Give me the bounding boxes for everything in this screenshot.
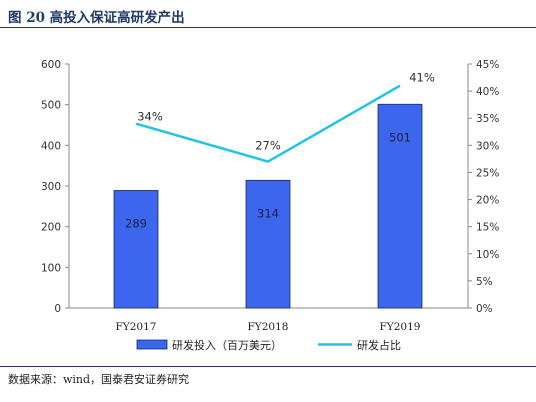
- y-right-tick-label: 45%: [476, 59, 499, 71]
- y-left-tick-label: 0: [54, 303, 61, 315]
- legend-label-line: 研发占比: [357, 338, 401, 352]
- source-note: 数据来源：wind，国泰君安证券研究: [8, 373, 190, 386]
- x-category-label: FY2017: [116, 321, 157, 333]
- axes-group: 0 100 200 300 400 500 600 0% 5% 10% 15% 20% 25% 30% 35…: [41, 59, 499, 333]
- source-rule: [0, 366, 536, 367]
- line-value-label: 41%: [409, 71, 435, 85]
- legend-swatch-bar: [136, 339, 168, 350]
- ratio-line: [135, 84, 401, 163]
- legend-label-bar: 研发投入（百万美元）: [172, 338, 282, 352]
- y-right-tick-label: 10%: [476, 249, 499, 261]
- y-right-tick-label: 35%: [476, 113, 499, 125]
- y-right-tick-label: 40%: [476, 86, 499, 98]
- bar-value-label: 501: [389, 130, 411, 144]
- bar-value-label: 314: [257, 206, 279, 220]
- y-right-tick-label: 20%: [476, 195, 499, 207]
- bar: [377, 103, 423, 309]
- bars-group: 289 314 501: [113, 103, 423, 309]
- y-right-tick-label: 25%: [476, 167, 499, 179]
- y-right-tick-label: 15%: [476, 222, 499, 234]
- chart: 0 100 200 300 400 500 600 0% 5% 10% 15% 20% 25% 30% 35…: [41, 59, 499, 352]
- y-left-tick-label: 500: [41, 100, 61, 112]
- x-category-label: FY2019: [380, 321, 421, 333]
- line-value-label: 34%: [137, 110, 163, 124]
- bar-value-label: 289: [125, 216, 147, 230]
- line-value-label: 27%: [255, 139, 281, 153]
- line-group: 34% 27% 41%: [135, 71, 435, 163]
- y-left-tick-label: 300: [41, 181, 61, 193]
- y-right-tick-label: 30%: [476, 140, 499, 152]
- y-left-tick-label: 400: [41, 140, 61, 152]
- legend: 研发投入（百万美元） 研发占比: [136, 338, 401, 352]
- bar: [113, 190, 159, 309]
- y-left-tick-label: 600: [41, 59, 61, 71]
- title-rule: [0, 27, 536, 28]
- y-right-tick-label: 5%: [476, 276, 493, 288]
- y-right-tick-label: 0%: [476, 303, 493, 315]
- bar: [245, 179, 291, 309]
- y-left-tick-label: 100: [41, 262, 61, 274]
- y-left-tick-label: 200: [41, 222, 61, 234]
- x-category-label: FY2018: [248, 321, 289, 333]
- figure-title: 图 20 高投入保证高研发产出: [8, 10, 185, 26]
